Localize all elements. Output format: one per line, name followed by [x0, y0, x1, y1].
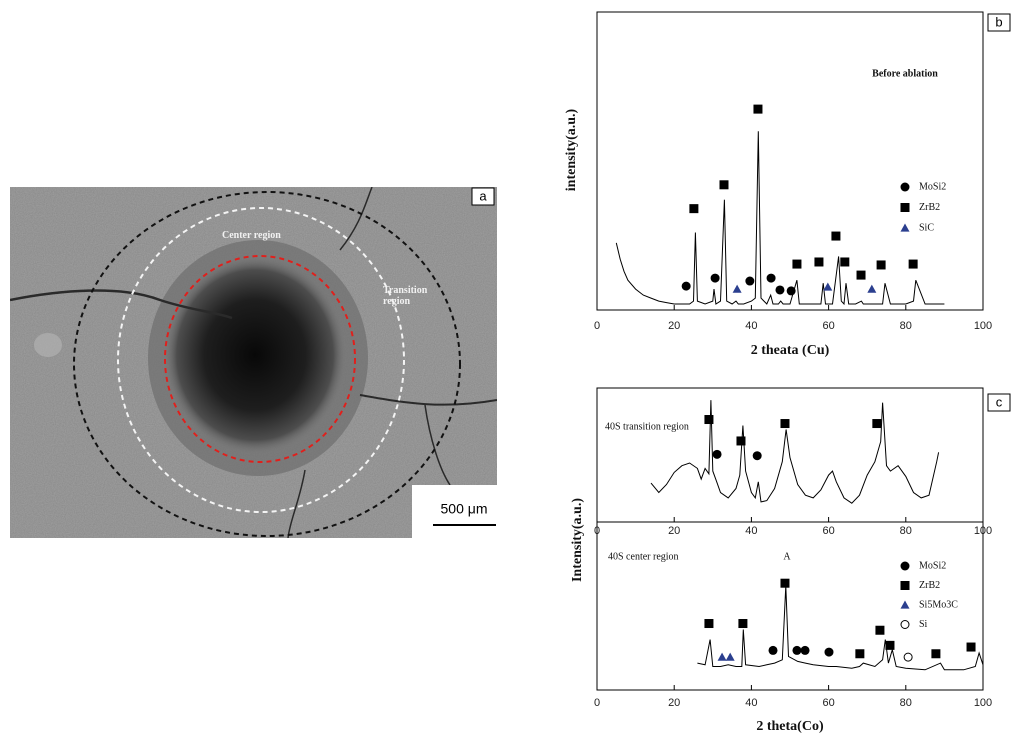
legend-marker: [901, 562, 910, 571]
x-axis-label: 2 theta(Co): [756, 719, 824, 734]
legend-label: MoSi2: [919, 181, 946, 192]
marker: [745, 277, 754, 286]
legend-marker: [901, 601, 910, 609]
marker: [736, 436, 745, 445]
marker: [875, 626, 884, 635]
marker: [718, 653, 727, 661]
marker: [885, 641, 894, 650]
marker: [792, 260, 801, 269]
marker: [719, 180, 728, 189]
marker: [857, 271, 866, 280]
marker: [904, 653, 912, 661]
marker: [780, 419, 789, 428]
annotation: 40S transition region: [605, 421, 689, 432]
x-tick-label: 60: [822, 697, 834, 709]
x-tick-label: 0: [594, 320, 600, 332]
marker: [682, 282, 691, 291]
marker: [713, 450, 722, 459]
marker: [823, 283, 832, 291]
x-tick-label: 80: [900, 320, 912, 332]
marker: [704, 415, 713, 424]
marker: [769, 646, 778, 655]
marker: [867, 285, 876, 293]
x-tick-label: 80: [900, 525, 912, 537]
legend-label: ZrB2: [919, 202, 940, 213]
legend-marker: [901, 203, 910, 212]
legend-label: ZrB2: [919, 580, 940, 591]
legend-marker: [901, 621, 909, 629]
x-tick-label: 40: [745, 320, 757, 332]
marker: [711, 274, 720, 283]
marker: [840, 257, 849, 266]
marker: [872, 419, 881, 428]
legend-marker: [901, 581, 910, 590]
scale-bar-label: 500 μm: [441, 501, 488, 517]
x-axis-label: 2 theata (Cu): [751, 343, 830, 358]
x-tick-label: 20: [668, 320, 680, 332]
plot-frame: [597, 12, 983, 310]
x-tick-label: 0: [594, 697, 600, 709]
marker: [792, 646, 801, 655]
y-axis-label: intensity(a.u.): [564, 108, 579, 191]
marker: [780, 579, 789, 588]
marker: [775, 285, 784, 294]
legend-marker: [901, 183, 910, 192]
legend-marker: [901, 224, 910, 232]
marker: [738, 619, 747, 628]
annotation: A: [783, 551, 791, 562]
marker: [877, 260, 886, 269]
x-tick-label: 40: [745, 697, 757, 709]
marker: [787, 286, 796, 295]
x-tick-label: 80: [900, 697, 912, 709]
region-label: Transition region: [383, 285, 443, 307]
panel-label: c: [996, 394, 1003, 409]
x-tick-label: 100: [974, 697, 992, 709]
legend-label: MoSi2: [919, 560, 946, 571]
annotation: 40S center region: [608, 551, 679, 562]
marker: [753, 451, 762, 460]
marker: [831, 232, 840, 241]
legend-label: Si: [919, 619, 928, 630]
figure: a 500 μm 0 20 40 60 80 100 2 theata (Cu) intens…: [0, 0, 1013, 736]
marker: [855, 649, 864, 658]
marker: [801, 646, 810, 655]
marker: [689, 204, 698, 213]
marker: [733, 285, 742, 293]
panel-label: b: [995, 14, 1002, 29]
page: {"image_panel":{"label":"a","regions":["…: [0, 0, 1013, 736]
region-label: Center region: [222, 230, 281, 241]
x-tick-label: 20: [668, 697, 680, 709]
spectrum-line: [616, 131, 944, 304]
marker: [767, 274, 776, 283]
x-tick-label: 60: [822, 525, 834, 537]
legend-label: SiC: [919, 222, 934, 233]
panel-label: a: [479, 188, 487, 203]
legend-label: Si5Mo3C: [919, 599, 958, 610]
marker: [704, 619, 713, 628]
marker: [967, 643, 976, 652]
x-tick-label: 60: [822, 320, 834, 332]
marker: [726, 653, 735, 661]
x-tick-label: 20: [668, 525, 680, 537]
spectrum-line: [651, 400, 939, 503]
marker: [931, 649, 940, 658]
marker: [824, 648, 833, 657]
marker: [753, 105, 762, 114]
x-tick-label: 100: [974, 320, 992, 332]
marker: [814, 257, 823, 266]
annotation: Before ablation: [872, 68, 938, 79]
x-tick-label: 40: [745, 525, 757, 537]
y-axis-label: Intensity(a.u.): [570, 498, 585, 582]
marker: [909, 260, 918, 269]
